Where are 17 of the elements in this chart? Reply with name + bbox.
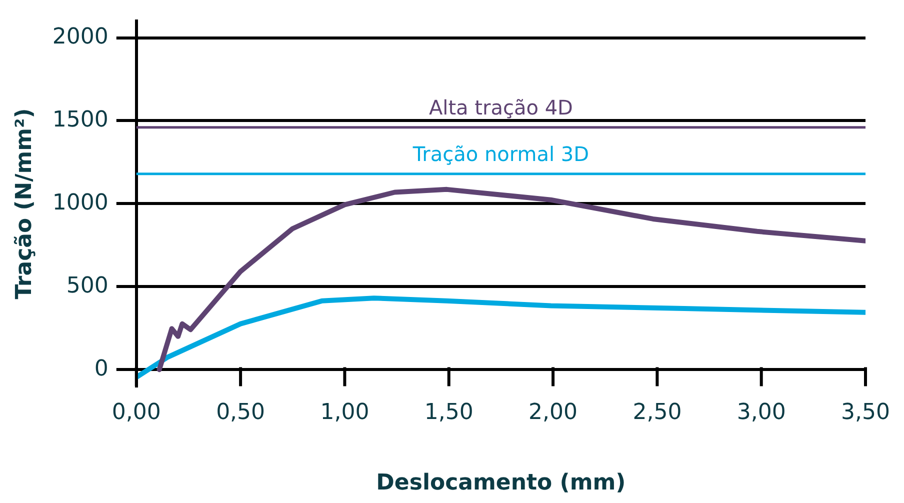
x-tick-label: 1,50 bbox=[424, 400, 474, 426]
x-tick-label: 3,00 bbox=[736, 400, 786, 426]
x-axis-title: Deslocamento (mm) bbox=[376, 470, 626, 496]
y-tick-label: 0 bbox=[94, 356, 108, 382]
x-tick-label: 1,00 bbox=[320, 400, 370, 426]
y-tick-label: 1500 bbox=[52, 107, 108, 132]
x-tick-label: 2,50 bbox=[632, 400, 682, 426]
y-axis-title: Tração (N/mm²) bbox=[12, 108, 37, 300]
y-tick-label: 1000 bbox=[52, 190, 108, 216]
x-tick-label: 2,00 bbox=[528, 400, 578, 426]
x-tick-label: 3,50 bbox=[841, 400, 890, 426]
x-tick-label: 0,00 bbox=[112, 400, 161, 426]
x-tick-label: 0,50 bbox=[216, 400, 266, 426]
y-tick-label: 2000 bbox=[52, 24, 108, 50]
y-tick-label: 500 bbox=[66, 273, 108, 298]
ref-line-label: Alta tração 4D bbox=[428, 96, 573, 120]
ref-line-label: Tração normal 3D bbox=[412, 142, 590, 166]
